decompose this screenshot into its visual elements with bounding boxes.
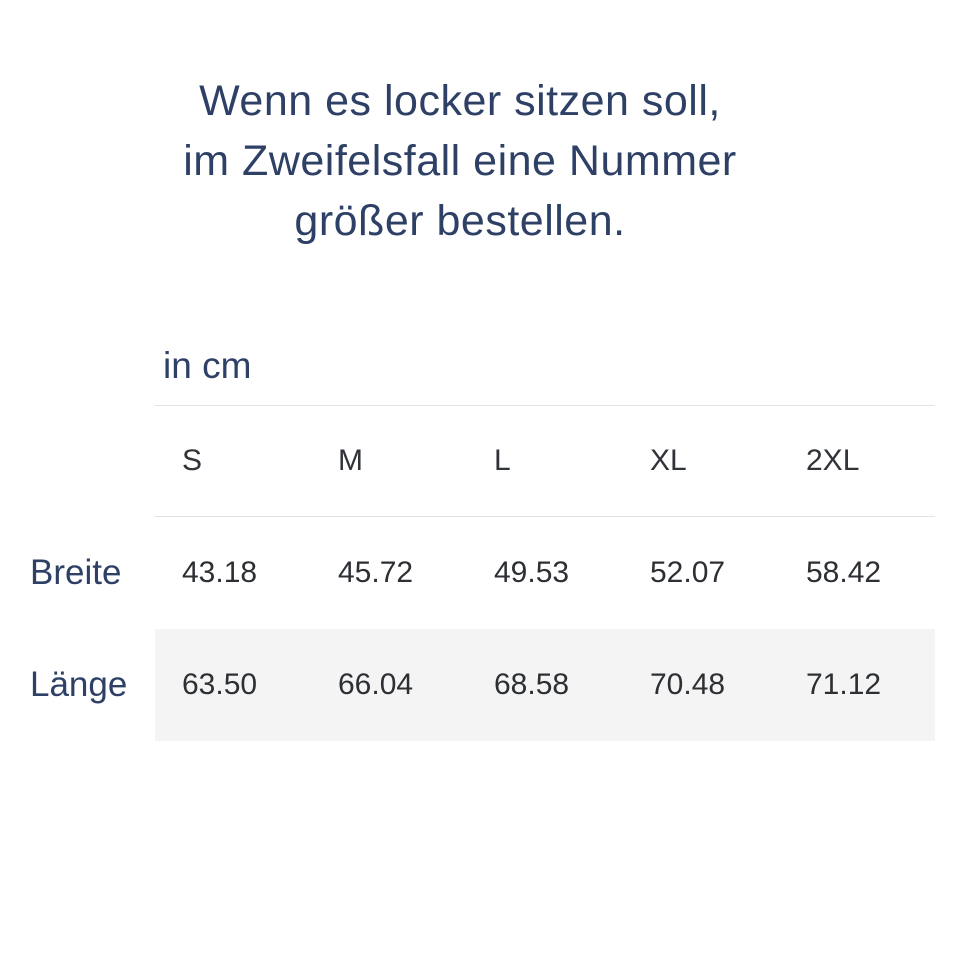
table-row-laenge: Länge 63.50 66.04 68.58 70.48 71.12: [0, 629, 960, 741]
laenge-value-2xl: 71.12: [779, 629, 935, 741]
size-table-section: in cm S M L XL 2XL Breite 43.18 45.72 49…: [0, 345, 960, 741]
table-row-breite: Breite 43.18 45.72 49.53 52.07 58.42: [0, 517, 960, 629]
column-header-m: M: [311, 405, 467, 517]
laenge-value-s: 63.50: [155, 629, 311, 741]
laenge-value-l: 68.58: [467, 629, 623, 741]
breite-value-s: 43.18: [182, 556, 258, 589]
size-table-header-row: S M L XL 2XL: [0, 405, 960, 517]
column-header-xl: XL: [623, 405, 779, 517]
breite-value-l: 49.53: [494, 556, 570, 589]
heading-line-1: Wenn es locker sitzen soll,: [199, 77, 721, 125]
size-chart-page: Wenn es locker sitzen soll, im Zweifelsf…: [0, 71, 960, 960]
column-header-l: L: [467, 405, 623, 517]
column-header-2xl: 2XL: [779, 405, 935, 517]
laenge-value-m: 66.04: [311, 629, 467, 741]
header-label-spacer: [0, 405, 155, 517]
heading-line-2: im Zweifelsfall eine Nummer: [183, 137, 737, 185]
laenge-value-xl: 70.48: [623, 629, 779, 741]
row-label-laenge: Länge: [30, 665, 128, 704]
breite-value-xl: 52.07: [650, 556, 726, 589]
breite-value-m: 45.72: [338, 556, 414, 589]
column-header-s: S: [155, 405, 311, 517]
breite-value-2xl: 58.42: [806, 556, 882, 589]
units-caption: in cm: [163, 345, 252, 386]
size-advice-heading: Wenn es locker sitzen soll, im Zweifelsf…: [0, 71, 920, 251]
row-label-breite: Breite: [30, 553, 122, 592]
heading-line-3: größer bestellen.: [294, 197, 626, 245]
